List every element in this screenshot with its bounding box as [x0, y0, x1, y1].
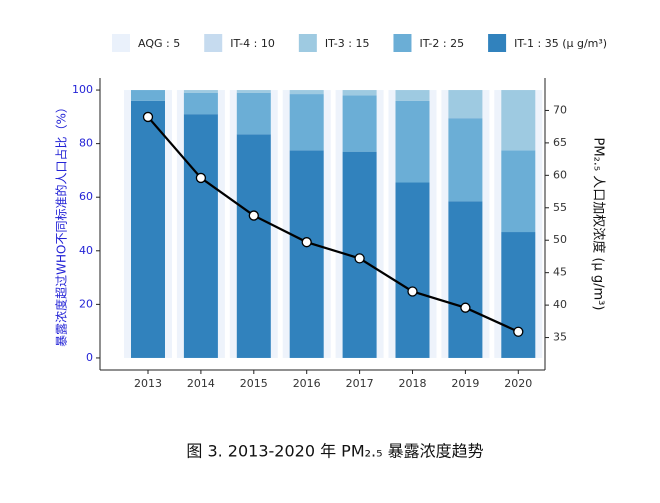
legend-swatch: [204, 34, 223, 52]
bar-segment: [289, 150, 324, 358]
legend-label: AQG : 5: [138, 37, 180, 50]
bar-segment: [395, 182, 430, 358]
y2-tick-label: 45: [553, 266, 567, 279]
bar-segment: [289, 94, 324, 151]
line-point: [354, 253, 365, 264]
x-tick-label: 2016: [293, 377, 321, 390]
legend-label: IT-4 : 10: [230, 37, 275, 50]
y-tick-label: 100: [72, 83, 93, 96]
y2-tick-label: 70: [553, 103, 567, 116]
line-point: [407, 286, 418, 297]
line-point: [195, 172, 207, 184]
line-point: [248, 210, 259, 221]
y2-tick-label: 55: [553, 201, 567, 214]
y2-tick-label: 40: [553, 298, 567, 311]
y-tick-label: 80: [79, 137, 93, 150]
bar-segment: [448, 201, 483, 358]
legend-swatch: [298, 34, 317, 52]
y2-tick-label: 65: [553, 136, 567, 149]
x-tick-label: 2018: [399, 377, 427, 390]
caption: 图 3. 2013-2020 年 PM₂.₅ 暴露浓度趋势: [186, 442, 483, 461]
bar-segment: [448, 118, 483, 202]
legend-swatch: [488, 34, 507, 52]
x-tick-label: 2015: [240, 377, 268, 390]
line: [147, 116, 519, 333]
line-point: [142, 111, 154, 123]
legend-swatch: [112, 34, 130, 52]
legend: AQG : 5 IT-4 : 10 IT-3 : 15 IT-2 : 25 IT-1 :…: [112, 34, 607, 52]
y-axis-label: 暴露浓度超过WHO不同标准的人口占比（%）: [54, 101, 69, 347]
bar-segment: [501, 90, 536, 151]
x-tick-label: 2017: [346, 377, 374, 390]
y2-tick-label: 60: [553, 168, 567, 181]
bar-segment: [183, 114, 218, 358]
y2-tick-label: 35: [553, 331, 567, 344]
y-tick-label: 60: [79, 190, 93, 203]
bar-segment: [342, 95, 377, 152]
y2-tick-label: 50: [553, 233, 567, 246]
x-tick-label: 2014: [187, 377, 215, 390]
y-tick-label: 20: [79, 297, 93, 310]
bar-segment: [183, 92, 218, 115]
bar-segment: [342, 90, 377, 96]
bar-segment: [501, 150, 536, 233]
bar-segment: [236, 92, 271, 135]
y-tick-label: 40: [79, 244, 93, 257]
bar-segment: [183, 90, 218, 93]
legend-swatch: [393, 34, 412, 52]
x-tick-label: 2013: [134, 377, 162, 390]
legend-label: IT-3 : 15: [325, 37, 370, 50]
bar-segment: [131, 90, 165, 101]
line-point: [513, 326, 524, 337]
line-point: [301, 237, 312, 248]
legend-label: IT-2 : 25: [419, 37, 464, 50]
y-tick-label: 0: [86, 351, 93, 364]
x-tick-label: 2019: [451, 377, 479, 390]
bar-segment: [501, 232, 536, 358]
bar-segment: [289, 90, 324, 95]
legend-label: IT-1 : 35 (μ g/m³): [514, 37, 607, 50]
bar-segment: [448, 90, 483, 119]
line-point: [460, 302, 471, 313]
bar-segment: [236, 90, 271, 93]
y2-axis-label: PM₂.₅ 人口加权浓度 (μ g/m³): [591, 138, 607, 311]
bar-segment: [131, 100, 165, 358]
bar-segment: [236, 134, 271, 358]
x-tick-label: 2020: [504, 377, 532, 390]
bar-segment: [395, 90, 430, 101]
bar-segment: [395, 100, 430, 183]
